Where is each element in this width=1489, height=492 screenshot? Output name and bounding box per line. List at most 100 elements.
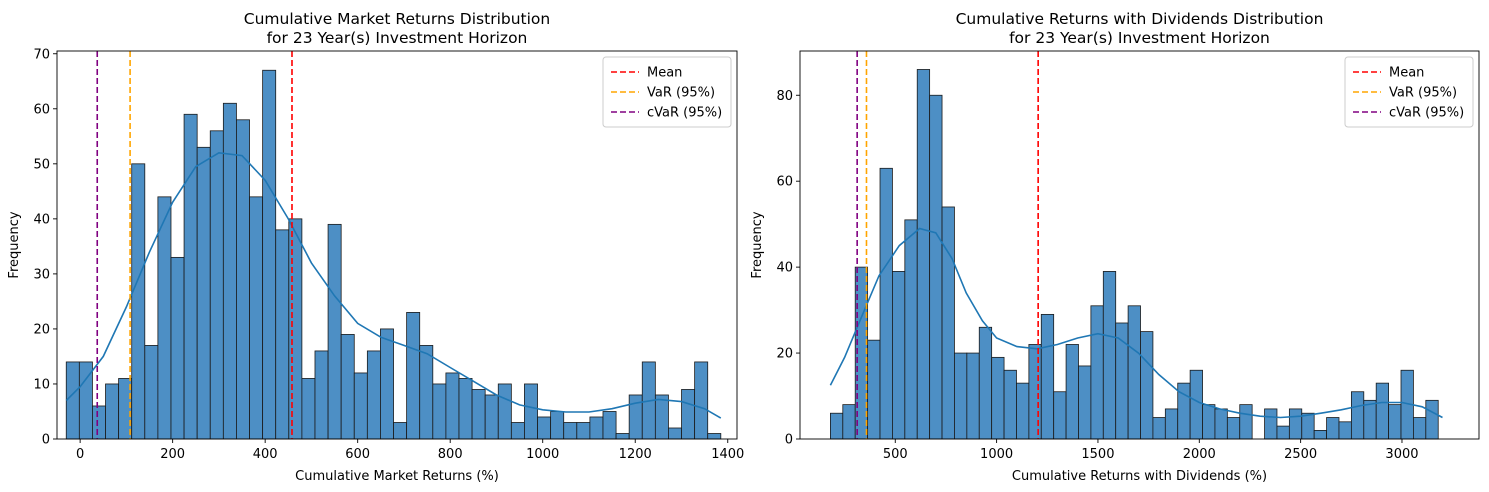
chart-returns-with-dividends: 500 1000 1500 2000 2500 3000 0 20 40 60 80 Cumulati… — [750, 10, 1480, 484]
x-tick-label: 1400 — [711, 447, 744, 462]
histogram-bar — [1102, 271, 1117, 440]
histogram-bar — [830, 412, 844, 440]
histogram-bar — [1140, 331, 1154, 440]
histogram-bar — [1152, 417, 1166, 440]
histogram-bar — [1016, 382, 1030, 440]
histogram-bar — [867, 339, 881, 440]
histogram-bar — [353, 372, 368, 440]
histogram-bar — [602, 411, 617, 440]
histogram-bar — [1425, 399, 1439, 440]
histogram-bar — [892, 271, 906, 440]
x-tick-label: 200 — [160, 447, 185, 462]
histogram-bar — [1214, 408, 1228, 440]
y-tick-label: 60 — [776, 175, 793, 190]
histogram-bar — [1164, 408, 1179, 440]
legend: Mean VaR (95%) cVaR (95%) — [602, 56, 732, 128]
histogram-bar — [904, 219, 918, 440]
histogram-bar — [301, 378, 316, 440]
histogram-bar — [510, 422, 525, 440]
axes-frame — [799, 50, 1480, 440]
legend-label: Mean — [647, 66, 682, 81]
histogram-bar — [327, 223, 342, 440]
histogram-bar — [1202, 404, 1216, 440]
histogram-bar — [65, 361, 80, 440]
legend-label: VaR (95%) — [1389, 86, 1457, 101]
histogram-bars — [65, 69, 722, 440]
histogram-bar — [275, 229, 290, 440]
histogram-bar — [144, 345, 159, 440]
histogram-bar — [471, 389, 486, 440]
histogram-bar — [1090, 305, 1104, 440]
histogram-bar — [550, 411, 565, 440]
x-axis-label: Cumulative Returns with Dividends (%) — [1012, 469, 1267, 484]
y-tick-label: 70 — [33, 47, 50, 62]
histogram-bar — [380, 328, 394, 440]
x-tick-label: 1500 — [1081, 447, 1114, 462]
histogram-bar — [537, 416, 552, 440]
kde-line — [829, 227, 1443, 419]
histogram-bar — [1189, 369, 1203, 440]
legend-box — [602, 56, 732, 128]
histogram-bar — [458, 378, 473, 440]
chart-title-line: for 23 Year(s) Investment Horizon — [1009, 29, 1270, 47]
chart-title-line: Cumulative Market Returns Distribution — [244, 10, 550, 28]
y-tick-label: 20 — [33, 322, 50, 337]
y-tick-label: 80 — [776, 89, 793, 104]
histogram-bar — [589, 416, 604, 440]
histogram-bar — [419, 345, 434, 440]
histogram-bar — [654, 394, 669, 440]
x-tick-label: 1000 — [980, 447, 1013, 462]
chart-title-line: for 23 Year(s) Investment Horizon — [267, 29, 528, 47]
histogram-bar — [432, 383, 447, 440]
y-axis-label: Frequency — [7, 211, 22, 278]
histogram-bar — [1264, 408, 1278, 440]
histogram-bar — [966, 352, 980, 440]
histogram-bar — [694, 361, 709, 440]
histogram-bar — [1239, 404, 1253, 440]
y-tick-label: 0 — [785, 433, 793, 448]
histogram-bar — [1078, 365, 1092, 440]
histogram-bar — [92, 405, 106, 440]
histogram-bar — [1127, 305, 1141, 440]
legend-box — [1344, 56, 1474, 128]
histogram-bar — [1326, 417, 1340, 440]
histogram-bar — [929, 94, 943, 440]
histogram-bar — [563, 422, 578, 440]
x-tick-label: 500 — [883, 447, 908, 462]
histogram-bar — [707, 433, 722, 440]
histogram-bar — [1338, 421, 1352, 440]
legend-label: cVaR (95%) — [647, 106, 722, 121]
histogram-bar — [131, 163, 146, 440]
histogram-bar — [105, 383, 120, 440]
histogram-bar — [170, 256, 185, 440]
histogram-bar — [249, 196, 264, 440]
y-tick-label: 40 — [776, 261, 793, 276]
histogram-bar — [1388, 404, 1402, 440]
histogram-bar — [1288, 408, 1303, 440]
y-axis-label: Frequency — [750, 211, 765, 278]
histogram-bar — [1413, 417, 1427, 440]
chart-market-returns: 0 200 400 600 800 1000 1200 1400 0 10 20 30 40 50 60 70… — [7, 10, 744, 484]
histogram-bar — [445, 372, 460, 440]
histogram-bar — [615, 433, 630, 440]
histogram-bar — [991, 356, 1005, 440]
histogram-bar — [196, 146, 211, 440]
x-tick-label: 1200 — [619, 447, 652, 462]
histogram-bar — [340, 334, 355, 440]
legend-label: VaR (95%) — [647, 86, 715, 101]
histogram-bar — [1040, 313, 1055, 440]
x-tick-label: 800 — [438, 447, 463, 462]
x-tick-label: 600 — [345, 447, 370, 462]
histogram-bar — [978, 326, 993, 440]
y-tick-label: 20 — [776, 347, 793, 362]
histogram-bar — [916, 69, 931, 440]
histogram-bar — [1375, 382, 1390, 440]
legend: Mean VaR (95%) cVaR (95%) — [1344, 56, 1474, 128]
histogram-bar — [1065, 344, 1079, 440]
histogram-bar — [157, 196, 172, 440]
histogram-bar — [366, 350, 381, 440]
histogram-bar — [842, 404, 856, 440]
histogram-bar — [209, 130, 224, 440]
x-tick-label: 3000 — [1385, 447, 1418, 462]
histogram-bar — [1350, 391, 1365, 440]
